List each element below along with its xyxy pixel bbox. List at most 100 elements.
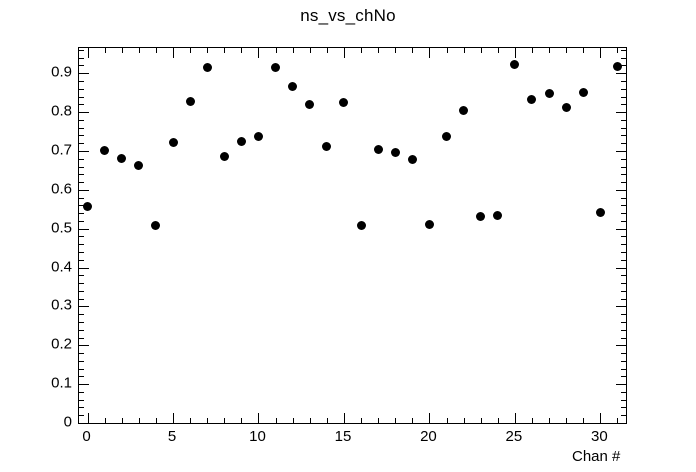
y-axis-minor-tick [79,252,84,253]
y-axis-minor-tick [621,205,626,207]
y-axis-minor-tick [79,49,84,51]
y-axis-minor-tick [79,391,84,393]
x-axis-major-tick [258,413,260,423]
data-point-marker [202,62,212,72]
y-axis-minor-tick [79,182,84,184]
data-point-marker [544,88,554,98]
y-axis-minor-tick [621,135,626,137]
y-axis-minor-tick [621,143,626,145]
x-axis-minor-tick [121,48,123,53]
data-point-marker [339,98,349,108]
y-axis-minor-tick [79,127,84,129]
data-point-marker [288,81,298,91]
y-axis-minor-tick [621,174,626,176]
y-axis-major-tick [616,306,626,308]
y-axis-minor-tick [79,57,84,59]
y-axis-minor-tick [621,57,626,59]
y-axis-major-tick [616,189,626,191]
x-axis-minor-tick [292,48,294,53]
x-axis-minor-tick [497,48,499,53]
x-axis-minor-tick [309,418,311,423]
y-axis-minor-tick [79,166,84,168]
y-axis-minor-tick [621,353,626,355]
data-point-marker [442,131,452,141]
y-axis-minor-tick [79,321,84,323]
y-axis-tick-label: 0.6 [51,180,72,198]
y-axis-minor-tick [621,158,626,160]
x-axis-tick-label: 25 [505,428,523,445]
data-point-marker [390,147,400,157]
y-axis-major-tick [616,228,626,230]
x-axis-minor-tick [361,48,363,53]
y-axis-minor-tick [79,290,84,292]
y-axis-minor-tick [79,283,84,285]
y-axis-minor-tick [79,96,84,98]
y-axis-minor-tick [79,65,84,67]
y-axis-major-tick [79,267,89,269]
y-axis-major-tick [79,150,89,152]
y-axis-minor-tick [621,220,626,222]
data-point-marker [356,221,366,231]
y-axis-major-tick [616,384,626,386]
data-point-marker [527,94,537,104]
y-axis-minor-tick [621,290,626,292]
x-axis-minor-tick [104,48,106,53]
data-point-marker [459,105,469,115]
y-axis-minor-tick [621,49,626,51]
x-axis-minor-tick [463,48,465,53]
x-axis-minor-tick [155,48,157,53]
x-axis-minor-tick [326,418,328,423]
y-axis-tick-label: 0 [63,413,72,431]
x-axis-minor-tick [497,418,499,423]
x-axis-minor-tick [361,418,363,423]
x-axis-major-tick [514,413,516,423]
x-axis-minor-tick [224,48,226,53]
x-axis-minor-tick [190,418,192,423]
data-point-marker [424,219,434,229]
y-axis-tick-label: 0.9 [51,63,72,81]
y-axis-minor-tick [79,104,84,106]
y-axis-major-tick [79,228,89,230]
y-axis-minor-tick [79,407,84,409]
x-axis-minor-tick [207,418,209,423]
x-axis-minor-tick [241,418,243,423]
y-axis-major-tick [79,306,89,308]
y-axis-major-tick [616,345,626,347]
x-axis-major-tick [87,413,89,423]
y-axis-minor-tick [79,314,84,316]
y-axis-minor-tick [621,236,626,238]
y-axis-minor-tick [79,119,84,121]
y-axis-major-tick [616,267,626,269]
y-axis-major-tick [79,345,89,347]
data-point-marker [578,88,588,98]
y-axis-tick-label: 0.8 [51,102,72,120]
x-axis-minor-tick [480,48,482,53]
y-axis-tick-label: 0.2 [51,335,72,353]
data-point-marker [595,207,605,217]
y-axis-minor-tick [79,415,84,417]
x-axis-minor-tick [138,48,140,53]
x-axis-major-tick [600,48,602,58]
y-axis-tick-label: 0.5 [51,219,72,237]
y-axis-minor-tick [79,329,84,331]
x-axis-major-tick [258,48,260,58]
y-axis-major-tick [79,384,89,386]
y-axis-minor-tick [79,337,84,339]
x-axis-minor-tick [378,418,380,423]
x-axis-minor-tick [241,48,243,53]
x-axis-minor-tick [531,48,533,53]
x-axis-minor-tick [412,48,414,53]
y-axis-minor-tick [79,81,84,83]
y-axis-minor-tick [621,376,626,378]
y-axis-major-tick [616,73,626,75]
y-axis-minor-tick [621,81,626,83]
data-point-marker [373,145,383,155]
y-axis-minor-tick [621,119,626,121]
y-axis-minor-tick [621,298,626,300]
x-axis-minor-tick [326,48,328,53]
y-axis-minor-tick [621,314,626,316]
x-axis-major-tick [173,48,175,58]
y-axis-major-tick [79,423,89,424]
data-point-marker [236,136,246,146]
